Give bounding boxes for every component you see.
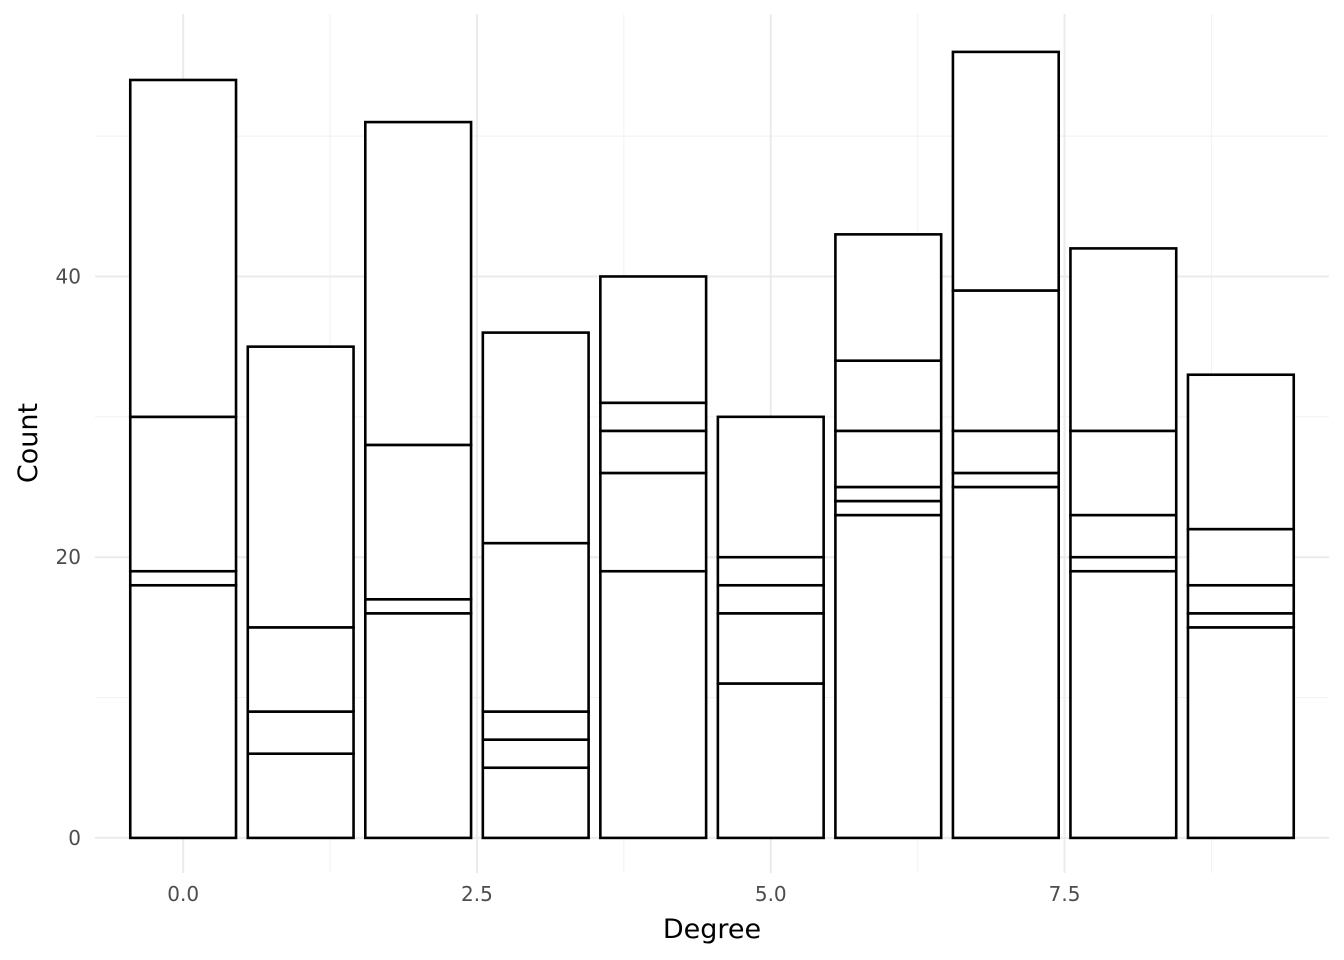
bar-segment <box>128 415 238 573</box>
bar-2 <box>364 120 473 840</box>
bar-segment <box>716 612 825 685</box>
bar-segment <box>128 78 238 419</box>
bar-segment <box>834 485 943 503</box>
bar-segment <box>364 120 473 447</box>
bar-segment <box>481 738 590 770</box>
y-tick-label: 0 <box>68 826 81 850</box>
bar-3 <box>481 331 590 840</box>
bar-segment <box>481 766 590 840</box>
bar-segment <box>834 233 943 362</box>
bar-segment <box>1186 373 1296 531</box>
bar-segment <box>951 50 1060 292</box>
bar-segment <box>246 626 355 713</box>
bar-6 <box>834 233 943 840</box>
x-tick-label: 5.0 <box>755 882 787 906</box>
bar-segment <box>834 429 943 489</box>
x-tick-label: 2.5 <box>461 882 493 906</box>
bar-segment <box>1186 626 1296 840</box>
bar-4 <box>599 275 708 840</box>
x-tick-label: 0.0 <box>167 882 199 906</box>
bar-segment <box>834 513 943 840</box>
bar-segment <box>951 429 1060 475</box>
bar-9 <box>1186 373 1296 840</box>
bar-segment <box>364 443 473 601</box>
bar-segment <box>951 289 1060 433</box>
bar-segment <box>246 710 355 755</box>
bar-segment <box>246 752 355 840</box>
bar-segment <box>364 597 473 615</box>
bar-segment <box>1069 513 1178 559</box>
bar-segment <box>599 429 708 475</box>
bar-segment <box>1069 569 1178 840</box>
y-tick-label: 20 <box>56 545 81 569</box>
bar-segment <box>481 541 590 713</box>
bar-segment <box>599 471 708 573</box>
bars <box>128 50 1296 840</box>
x-axis-ticks: 0.0 2.5 5.0 7.5 <box>167 882 1080 906</box>
bar-5 <box>716 415 825 840</box>
bar-segment <box>481 331 590 545</box>
bar-0 <box>128 78 238 840</box>
bar-segment <box>481 710 590 741</box>
bar-7 <box>951 50 1060 840</box>
y-tick-label: 40 <box>56 264 81 288</box>
bar-segment <box>716 415 825 559</box>
bar-segment <box>716 583 825 615</box>
bar-segment <box>1069 429 1178 517</box>
bar-segment <box>599 569 708 840</box>
y-axis-ticks: 0 20 40 <box>56 264 81 849</box>
bar-segment <box>834 359 943 433</box>
bar-1 <box>246 345 355 840</box>
bar-segment <box>246 345 355 629</box>
bar-segment <box>599 401 708 433</box>
y-axis-label: Count <box>13 403 44 483</box>
bar-segment <box>716 555 825 587</box>
x-tick-label: 7.5 <box>1049 882 1081 906</box>
bar-segment <box>1069 555 1178 573</box>
bar-segment <box>1186 583 1296 615</box>
bar-segment <box>128 583 238 840</box>
bar-segment <box>599 275 708 405</box>
bar-segment <box>1186 612 1296 629</box>
bar-segment <box>951 471 1060 489</box>
bar-segment <box>834 499 943 517</box>
bar-segment <box>1186 527 1296 587</box>
bar-segment <box>951 485 1060 840</box>
bar-segment <box>128 569 238 587</box>
bar-8 <box>1069 247 1178 840</box>
x-axis-label: Degree <box>663 914 761 945</box>
bar-segment <box>1069 247 1178 433</box>
bar-segment <box>716 682 825 840</box>
bar-segment <box>364 612 473 840</box>
